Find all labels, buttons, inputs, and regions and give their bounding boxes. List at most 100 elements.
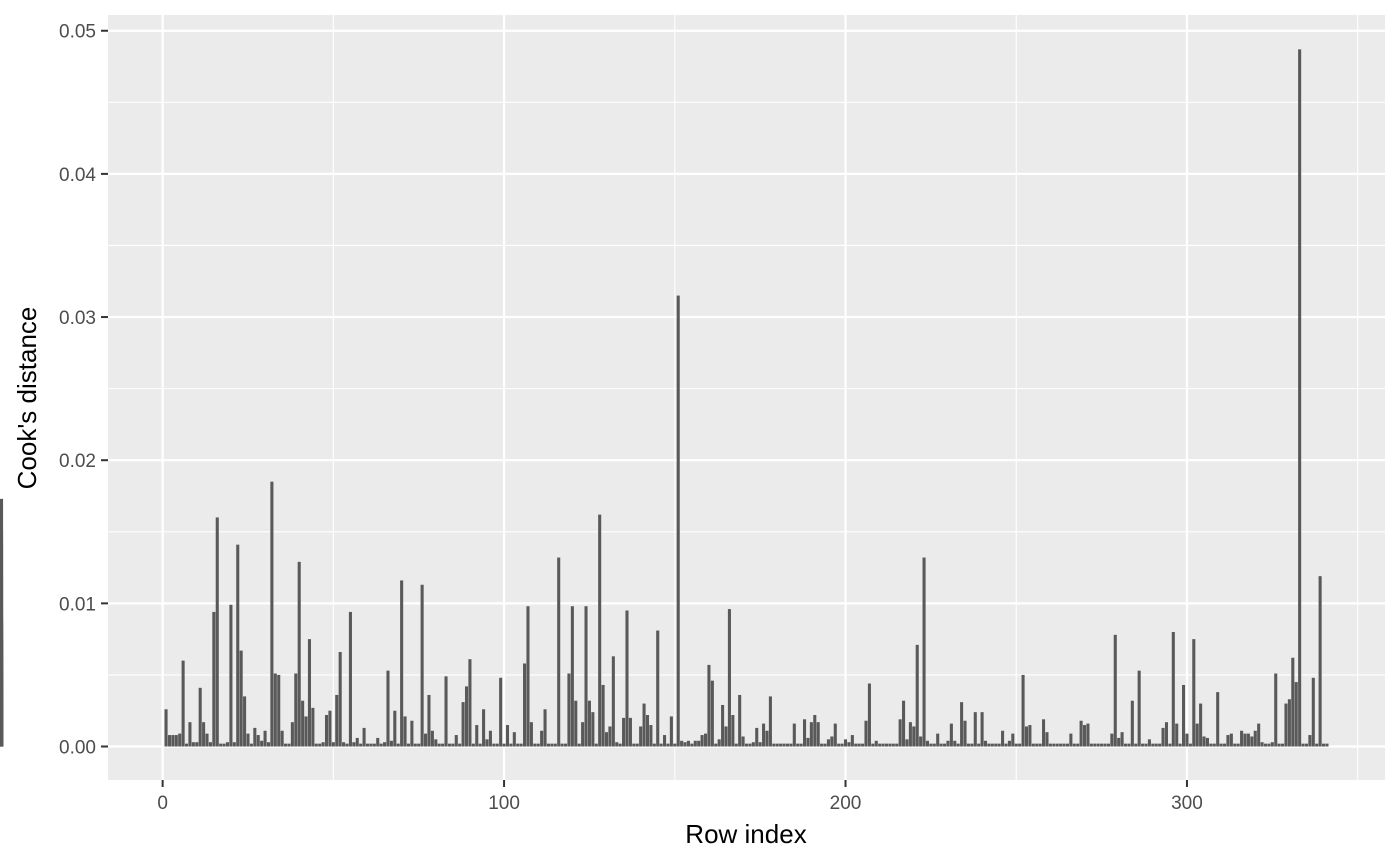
bar <box>703 733 708 747</box>
bar <box>406 743 411 747</box>
bar <box>1018 743 1022 747</box>
bar <box>632 743 636 747</box>
bar <box>1178 743 1182 747</box>
bar <box>830 736 834 747</box>
bar <box>1192 639 1196 747</box>
bar <box>502 743 506 747</box>
bar <box>454 735 458 747</box>
bar <box>806 737 810 747</box>
bar <box>229 604 233 747</box>
bar <box>843 739 848 747</box>
bar <box>738 694 742 747</box>
bar <box>861 743 865 747</box>
bar <box>215 517 219 747</box>
bar <box>225 742 230 747</box>
bar <box>881 743 885 747</box>
bar <box>601 684 605 747</box>
bar <box>1106 743 1110 747</box>
bar <box>727 609 731 747</box>
bar <box>680 740 684 747</box>
bar <box>324 715 329 747</box>
bar <box>1250 736 1254 747</box>
bar <box>260 740 264 747</box>
bar <box>475 725 479 747</box>
bar <box>748 743 752 747</box>
bar <box>891 743 895 747</box>
bar <box>1134 743 1138 747</box>
bar <box>1028 725 1032 747</box>
bar <box>734 743 738 747</box>
bar <box>611 656 615 747</box>
bar <box>765 730 769 747</box>
bars <box>0 49 1329 747</box>
y-tick-label: 0.02 <box>59 451 96 472</box>
bar <box>724 726 728 747</box>
bar <box>178 733 182 747</box>
bar <box>557 557 561 747</box>
bar <box>191 742 195 747</box>
bar <box>318 743 322 747</box>
bar <box>970 743 974 747</box>
x-axis: 0 100 200 300 <box>157 780 1203 814</box>
bar <box>352 742 356 747</box>
bar <box>553 743 557 747</box>
bar <box>1096 743 1100 747</box>
bar <box>809 722 813 747</box>
bar <box>796 743 800 747</box>
bar <box>1110 733 1114 747</box>
bar <box>973 712 977 747</box>
bar <box>1031 743 1035 747</box>
bar <box>1130 700 1134 747</box>
bar <box>714 743 718 747</box>
bar <box>820 743 824 747</box>
bar <box>1052 743 1056 747</box>
bar <box>857 743 861 747</box>
bar <box>1151 743 1155 747</box>
bar <box>717 739 721 747</box>
bar <box>430 730 434 747</box>
minor-gridlines <box>108 15 1385 780</box>
bar <box>232 742 236 747</box>
bar <box>1236 743 1240 747</box>
bar <box>1243 733 1247 747</box>
x-tick-label: 200 <box>830 793 862 814</box>
bar <box>0 630 4 747</box>
bar <box>533 743 537 747</box>
bar <box>335 694 339 747</box>
bar <box>236 544 240 747</box>
bar <box>622 717 626 747</box>
bar <box>1113 634 1117 747</box>
bar <box>195 742 199 747</box>
bar <box>953 740 957 747</box>
bar <box>949 723 953 747</box>
bar <box>546 743 550 747</box>
bar <box>803 719 807 747</box>
bar <box>1004 743 1008 747</box>
bar <box>1055 743 1059 747</box>
bar <box>731 715 735 747</box>
bar <box>608 726 612 747</box>
bar <box>321 742 325 747</box>
bar <box>1100 743 1104 747</box>
bar <box>912 726 916 747</box>
bar <box>1175 723 1179 747</box>
bar <box>1304 743 1309 747</box>
bar <box>1301 743 1305 747</box>
bar <box>1274 673 1278 747</box>
bar <box>1212 743 1216 747</box>
bar <box>785 743 790 747</box>
bar <box>516 743 520 747</box>
bar <box>898 719 902 747</box>
bar <box>755 727 759 747</box>
bar <box>311 707 315 747</box>
bar <box>403 716 407 747</box>
bar <box>642 703 646 747</box>
bar <box>686 740 690 747</box>
bar <box>943 743 947 747</box>
bar <box>816 722 820 747</box>
bar <box>526 606 530 747</box>
bar <box>523 663 527 747</box>
bar <box>1294 682 1298 747</box>
bar <box>284 743 288 747</box>
